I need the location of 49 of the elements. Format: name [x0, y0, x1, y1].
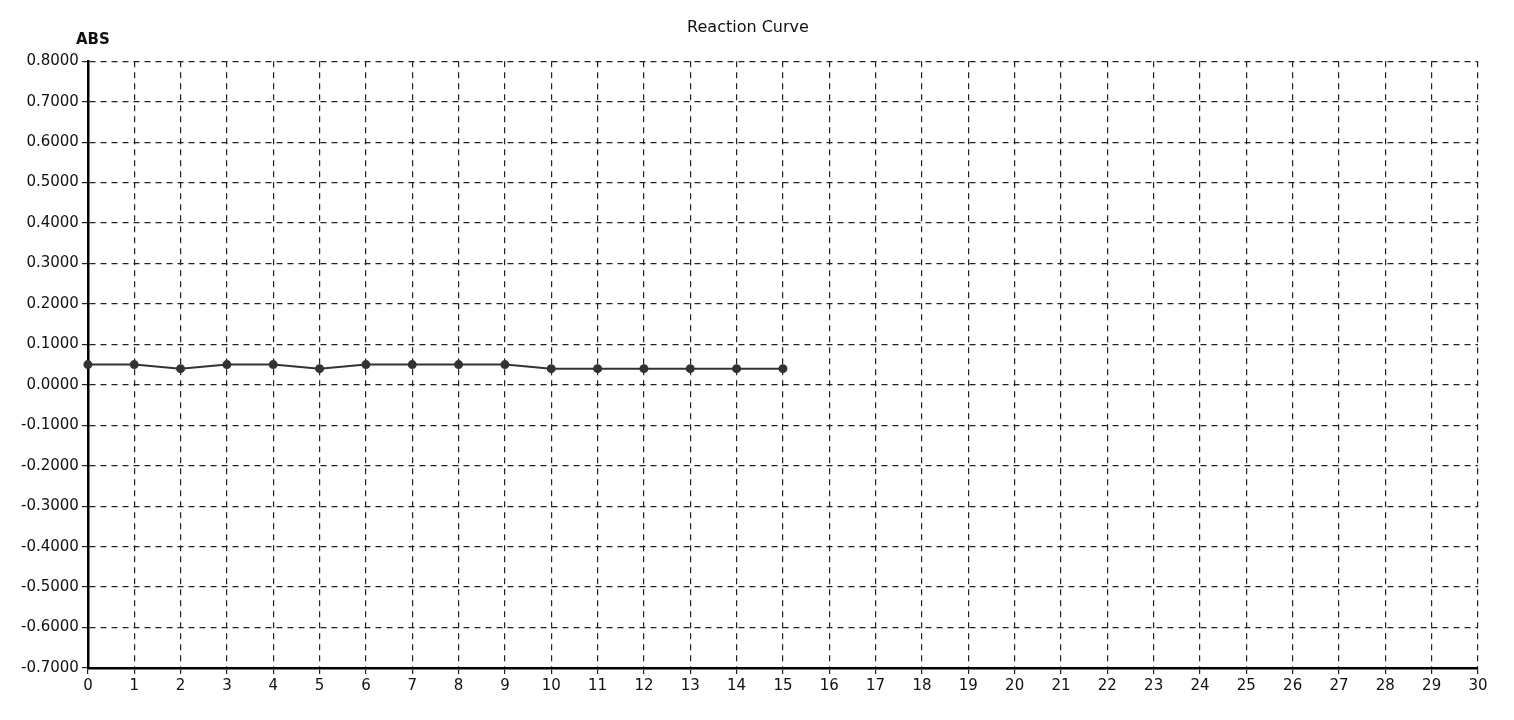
y-tick-label: -0.6000 — [20, 617, 79, 636]
x-tick-label: 23 — [1144, 675, 1164, 694]
y-tick-label: 0.6000 — [26, 132, 79, 150]
y-tick-label: 0.0000 — [26, 374, 79, 393]
y-tick-label: -0.1000 — [20, 415, 79, 434]
y-tick-label: 0.7000 — [26, 91, 79, 110]
x-tick-label: 25 — [1236, 675, 1256, 694]
y-tick-label: 0.5000 — [26, 172, 79, 191]
x-tick-label: 26 — [1283, 675, 1303, 694]
x-tick-label: 21 — [1051, 675, 1071, 694]
x-tick-label: 0 — [83, 675, 93, 694]
x-tick-label: 16 — [819, 675, 839, 694]
y-tick-label: 0.4000 — [26, 212, 79, 231]
y-tick-label: -0.4000 — [20, 536, 79, 555]
x-tick-label: 10 — [541, 675, 561, 694]
y-tick-label: -0.3000 — [20, 496, 79, 515]
x-tick-label: 18 — [912, 675, 932, 694]
x-tick-label: 29 — [1422, 675, 1442, 694]
y-tick-label: 0.3000 — [26, 253, 79, 272]
x-tick-label: 17 — [866, 675, 886, 694]
x-tick-label: 5 — [314, 675, 325, 694]
x-tick-label: 22 — [1097, 675, 1117, 694]
x-tick-label: 15 — [773, 675, 793, 694]
x-tick-label: 20 — [1005, 675, 1025, 694]
y-tick-label: 0.8000 — [26, 51, 79, 70]
x-tick-label: 14 — [727, 675, 747, 694]
x-tick-label: 19 — [958, 675, 978, 694]
x-tick-label: 13 — [680, 675, 700, 694]
y-tick-label: 0.2000 — [26, 293, 79, 312]
x-tick-label: 2 — [175, 675, 186, 694]
y-tick-label: 0.1000 — [26, 334, 79, 353]
y-tick-label: -0.2000 — [20, 455, 79, 474]
x-tick-label: 7 — [407, 675, 418, 694]
x-tick-label: 9 — [500, 675, 510, 694]
chart-title: Reaction Curve — [687, 16, 809, 36]
x-tick-label: 28 — [1375, 675, 1395, 694]
x-tick-label: 24 — [1190, 675, 1210, 694]
y-tick-label: -0.7000 — [20, 657, 79, 676]
x-tick-label: 4 — [268, 675, 279, 694]
x-tick-label: 8 — [453, 675, 464, 694]
x-tick-label: 3 — [222, 675, 232, 694]
y-tick-label: -0.5000 — [20, 576, 79, 595]
y-axis-title: ABS — [75, 29, 110, 48]
x-tick-label: 12 — [634, 675, 654, 694]
x-tick-label: 30 — [1468, 675, 1488, 694]
x-tick-label: 11 — [588, 675, 608, 694]
x-tick-label: 6 — [361, 675, 371, 694]
x-tick-label: 27 — [1329, 675, 1349, 694]
x-tick-label: 1 — [129, 675, 140, 694]
